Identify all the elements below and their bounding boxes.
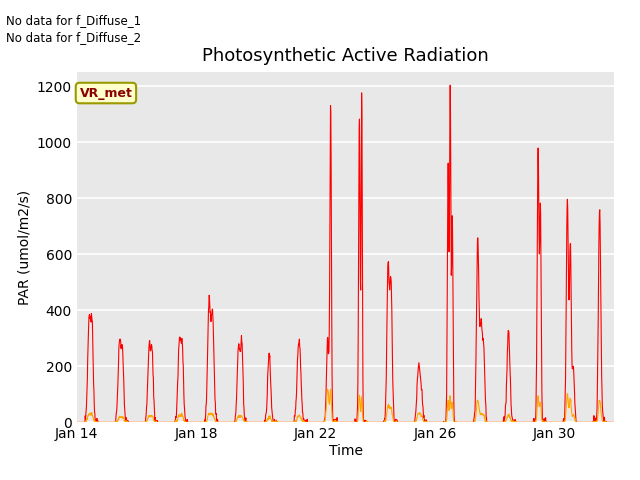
Text: No data for f_Diffuse_2: No data for f_Diffuse_2 — [6, 31, 141, 44]
Legend: PAR in, PAR out: PAR in, PAR out — [242, 475, 449, 480]
Title: Photosynthetic Active Radiation: Photosynthetic Active Radiation — [202, 47, 489, 65]
Y-axis label: PAR (umol/m2/s): PAR (umol/m2/s) — [17, 190, 31, 305]
X-axis label: Time: Time — [328, 444, 363, 458]
Text: No data for f_Diffuse_1: No data for f_Diffuse_1 — [6, 14, 141, 27]
Text: VR_met: VR_met — [79, 86, 132, 99]
